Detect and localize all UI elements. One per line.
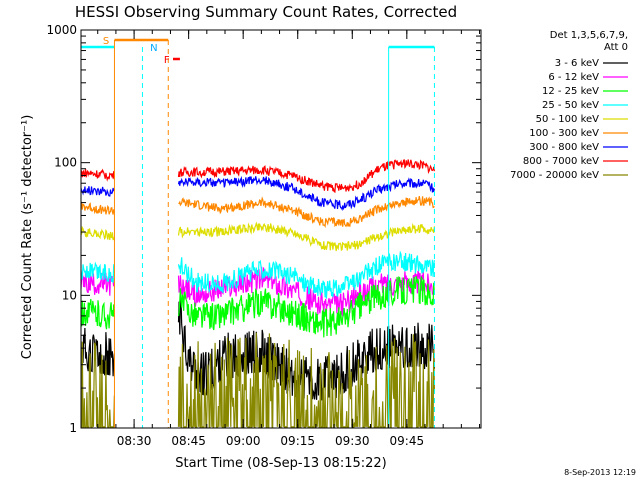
series-line-3-0: [81, 261, 115, 283]
series-line-2-0: [81, 298, 115, 330]
legend: Det 1,3,5,6,7,9,Att 0 3 - 6 keV 6 - 12 keV…: [510, 30, 628, 181]
y-tick-label-3: 1000: [46, 23, 77, 37]
y-tick-label-1: 10: [62, 288, 77, 302]
x-tick-label-0: 08:30: [117, 434, 152, 448]
series-line-5-1: [178, 195, 435, 229]
y-axis-label: Corrected Count Rate (s⁻¹ detector⁻¹): [20, 115, 35, 360]
series-7: [81, 159, 435, 193]
legend-label-0: 3 - 6 keV: [555, 58, 599, 69]
series-line-6-1: [177, 175, 435, 212]
x-tick-label-2: 09:00: [226, 434, 261, 448]
series-line-2-1: [177, 275, 435, 338]
series-line-6-0: [81, 186, 115, 197]
legend-label-8: 7000 - 20000 keV: [510, 170, 599, 181]
series-line-8-1: [177, 332, 435, 428]
x-tick-label-5: 09:45: [390, 434, 425, 448]
legend-label-7: 800 - 7000 keV: [523, 156, 599, 167]
plot-frame: [80, 29, 482, 429]
series-line-4-0: [81, 225, 115, 241]
flag-label-2: F: [164, 55, 170, 66]
chart-title: HESSI Observing Summary Count Rates, Cor…: [75, 3, 457, 21]
series-6: [81, 175, 435, 212]
legend-header-1: Att 0: [604, 42, 628, 53]
series-line-0-0: [81, 327, 115, 377]
series-line-3-1: [177, 250, 435, 299]
series-3: [81, 250, 435, 299]
legend-label-4: 50 - 100 keV: [536, 114, 600, 125]
series-line-7-0: [81, 168, 115, 182]
series-line-4-1: [177, 221, 435, 252]
legend-label-2: 12 - 25 keV: [542, 86, 599, 97]
series-8: [81, 332, 435, 428]
legend-label-1: 6 - 12 keV: [548, 72, 599, 83]
series-line-5-0: [81, 201, 115, 215]
x-axis-label: Start Time (08-Sep-13 08:15:22): [175, 456, 386, 471]
series-line-1-1: [177, 266, 435, 317]
x-tick-label-3: 09:15: [280, 434, 315, 448]
series-2: [81, 275, 435, 338]
timestamp: 8-Sep-2013 12:19: [564, 468, 636, 477]
series-4: [81, 221, 435, 252]
y-tick-label-2: 100: [54, 156, 77, 170]
y-tick-label-0: 1: [69, 421, 77, 435]
legend-label-5: 100 - 300 keV: [529, 128, 599, 139]
x-tick-label-4: 09:30: [335, 434, 370, 448]
series-line-8-0: [81, 341, 115, 428]
series-line-7-1: [177, 159, 435, 193]
legend-label-3: 25 - 50 keV: [542, 100, 599, 111]
flag-label-1: N: [150, 43, 157, 54]
x-tick-label-1: 08:45: [171, 434, 206, 448]
plot-area: S NF 1 10 100 1000 08:30 08:45 09:00 09:15 09:30 09…: [46, 23, 482, 448]
series-5: [81, 195, 435, 229]
legend-label-6: 300 - 800 keV: [529, 142, 599, 153]
flag-label-0: S: [103, 36, 109, 47]
legend-header-0: Det 1,3,5,6,7,9,: [550, 30, 628, 41]
